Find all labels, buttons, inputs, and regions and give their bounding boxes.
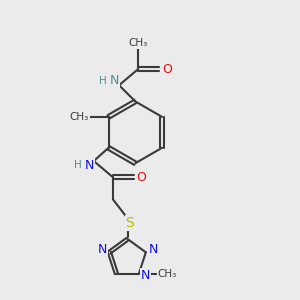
Text: N: N: [110, 74, 119, 87]
Text: CH₃: CH₃: [158, 269, 177, 279]
Text: CH₃: CH₃: [69, 112, 89, 122]
Text: S: S: [126, 216, 134, 230]
Text: CH₃: CH₃: [129, 38, 148, 48]
Text: N: N: [148, 243, 158, 256]
Text: N: N: [98, 243, 107, 256]
Text: H: H: [99, 76, 107, 86]
Text: O: O: [162, 62, 172, 76]
Text: O: O: [136, 171, 146, 184]
Text: N: N: [141, 269, 150, 282]
Text: H: H: [74, 160, 82, 170]
Text: N: N: [85, 159, 94, 172]
